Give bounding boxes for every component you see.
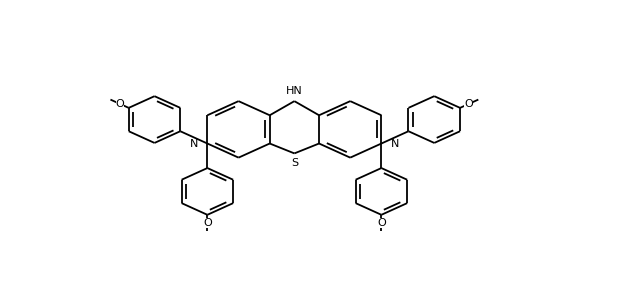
Text: S: S (291, 158, 298, 168)
Text: O: O (116, 99, 125, 109)
Text: HN: HN (286, 86, 303, 96)
Text: N: N (190, 139, 198, 149)
Text: O: O (203, 218, 212, 228)
Text: N: N (391, 139, 399, 149)
Text: O: O (464, 99, 473, 109)
Text: O: O (377, 218, 386, 228)
